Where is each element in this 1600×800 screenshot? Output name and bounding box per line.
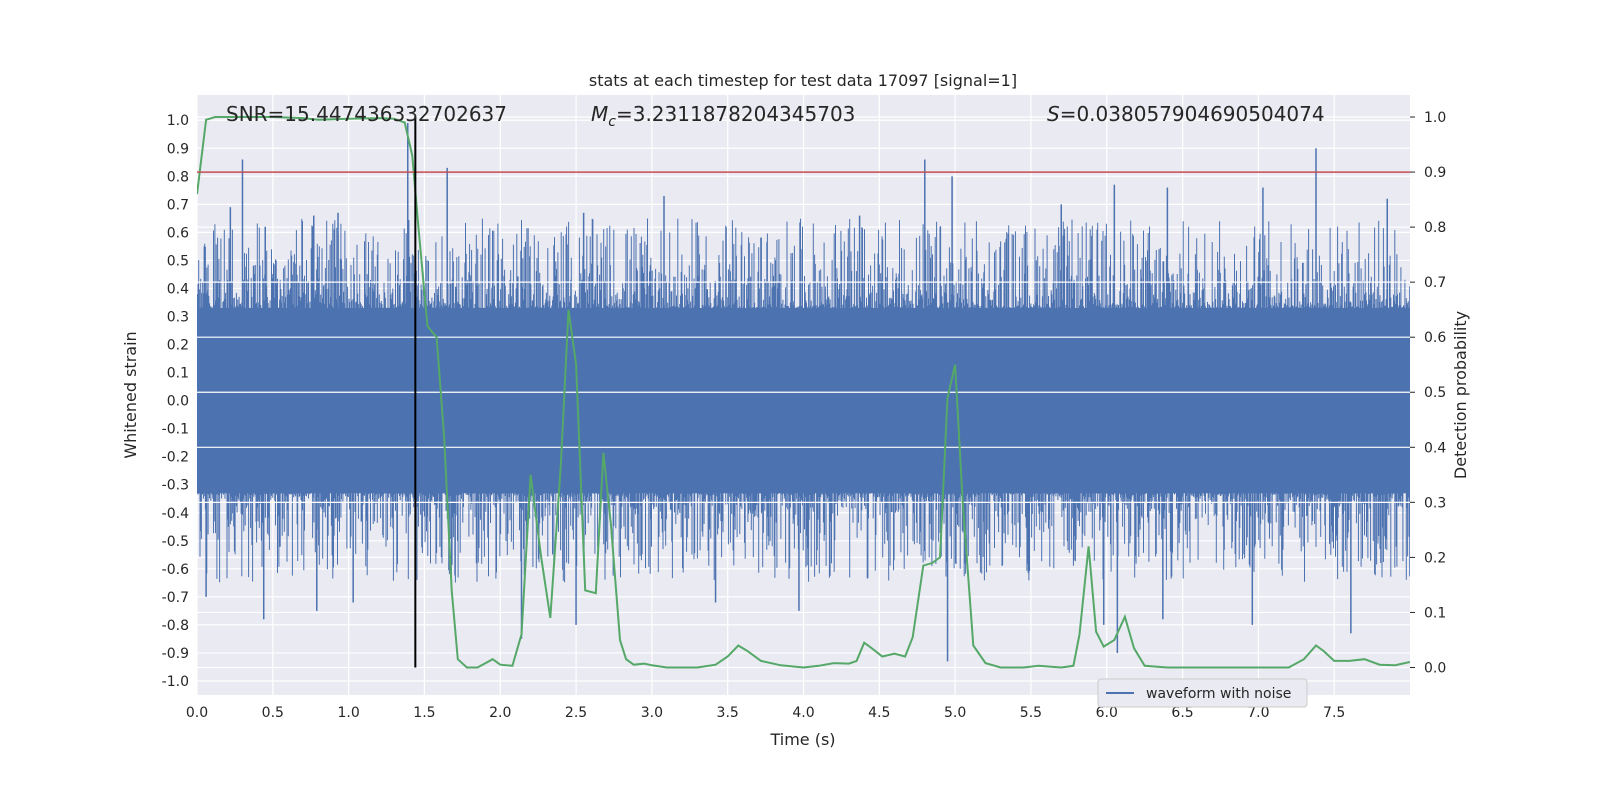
y2-tick-label: 0.9 — [1424, 165, 1446, 181]
y-tick-label: -0.3 — [162, 478, 189, 494]
y2-tick-label: 1.0 — [1424, 110, 1446, 126]
y2-tick-label: 0.2 — [1424, 550, 1446, 566]
y2-tick-label: 0.1 — [1424, 605, 1446, 621]
detection-probability-series — [197, 116, 1410, 669]
y-tick-label: 0.0 — [167, 394, 189, 410]
y-tick-label: 0.7 — [167, 197, 189, 213]
y-tick-label: 0.6 — [167, 225, 189, 241]
x-tick-label: 1.0 — [337, 705, 359, 721]
y-tick-label: -0.4 — [162, 506, 189, 522]
y2-axis-label: Detection probability — [1451, 311, 1470, 479]
waveform-with-noise-series — [197, 123, 1410, 662]
x-tick-label: 3.0 — [641, 705, 663, 721]
y2-tick-label: 0.3 — [1424, 495, 1446, 511]
y-tick-label: -0.5 — [162, 534, 189, 550]
legend-box — [1097, 678, 1308, 708]
x-tick-label: 0.5 — [262, 705, 284, 721]
x-tick-label: 1.5 — [413, 705, 435, 721]
y2-tick-label: 0.6 — [1424, 330, 1446, 346]
y-tick-label: -0.9 — [162, 646, 189, 662]
x-tick-label: 2.0 — [489, 705, 511, 721]
x-tick-label: 5.5 — [1020, 705, 1042, 721]
y-tick-label: 0.3 — [167, 309, 189, 325]
x-tick-label: 3.5 — [717, 705, 739, 721]
y-tick-label: -0.7 — [162, 590, 189, 606]
x-tick-label: 5.0 — [944, 705, 966, 721]
detection-probability-line — [197, 116, 1410, 669]
x-tick-label: 4.5 — [868, 705, 890, 721]
legend: waveform with noise — [1097, 678, 1308, 708]
x-tick-label: 7.5 — [1323, 705, 1345, 721]
tick-labels: 0.0 0.5 1.0 1.5 2.0 2.5 3.0 3.5 4.0 4.5 5.0 5.5 6.0 6… — [162, 110, 1447, 721]
chirp-mass-annotation: Mc=3.2311878204345703 — [591, 102, 855, 130]
y-tick-label: -0.1 — [162, 422, 189, 438]
s-symbol: S — [1047, 102, 1060, 126]
y-tick-label: 0.2 — [167, 338, 189, 354]
y2-tick-label: 0.7 — [1424, 275, 1446, 291]
s-value: =0.038057904690504074 — [1060, 102, 1325, 126]
y-tick-label: 0.8 — [167, 169, 189, 185]
chart-title: stats at each timestep for test data 170… — [589, 71, 1017, 90]
y-tick-label: -0.6 — [162, 562, 189, 578]
waveform-spikes — [197, 218, 1410, 583]
y-tick-label: 1.0 — [167, 113, 189, 129]
x-tick-label: 7.0 — [1247, 705, 1269, 721]
legend-entry-waveform: waveform with noise — [1146, 686, 1291, 702]
y2-tick-label: 0.8 — [1424, 220, 1446, 236]
y2-tick-label: 0.4 — [1424, 440, 1446, 456]
y2-tick-label: 0.0 — [1424, 660, 1446, 676]
y-tick-label: 0.4 — [167, 281, 189, 297]
y2-tick-label: 0.5 — [1424, 385, 1446, 401]
snr-annotation: SNR=15.447436332702637 — [226, 102, 507, 126]
y-axis-label: Whitened strain — [121, 331, 140, 458]
reference-lines — [197, 117, 1410, 668]
y-tick-label: 0.1 — [167, 366, 189, 382]
y-tick-label: 0.5 — [167, 253, 189, 269]
x-tick-label: 4.0 — [792, 705, 814, 721]
x-tick-label: 0.0 — [186, 705, 208, 721]
x-axis-label: Time (s) — [769, 730, 835, 749]
chirp-mass-symbol: M — [591, 102, 608, 126]
chirp-mass-value: =3.2311878204345703 — [616, 102, 855, 126]
y-tick-label: -0.2 — [162, 450, 189, 466]
y-tick-label: 0.9 — [167, 141, 189, 157]
x-tick-label: 2.5 — [565, 705, 587, 721]
y-tick-label: -1.0 — [162, 674, 189, 690]
chirp-mass-subscript: c — [608, 114, 616, 130]
y-tick-label: -0.8 — [162, 618, 189, 634]
s-annotation: S=0.038057904690504074 — [1047, 102, 1325, 126]
x-tick-label: 6.0 — [1096, 705, 1118, 721]
x-tick-label: 6.5 — [1171, 705, 1193, 721]
